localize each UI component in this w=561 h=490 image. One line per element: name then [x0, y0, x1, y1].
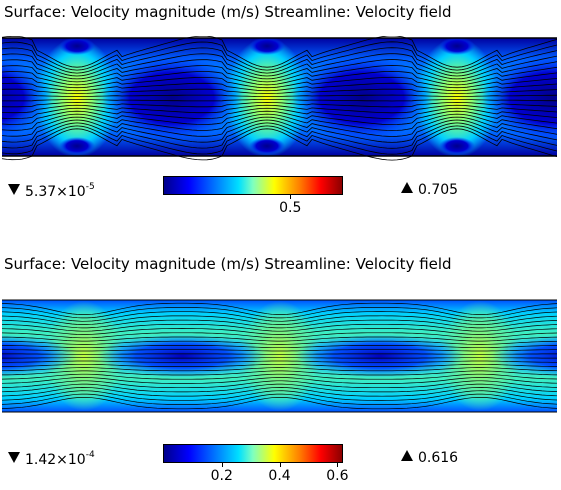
plot-1-min-value: 5.37×10 — [25, 184, 86, 200]
streamline — [2, 387, 557, 397]
streamline — [2, 101, 557, 108]
streamline — [2, 76, 557, 89]
colorbar-tick — [290, 194, 292, 199]
streamline — [2, 82, 557, 92]
streamline — [2, 328, 557, 335]
down-triangle-icon — [8, 184, 20, 195]
streamline — [2, 336, 557, 342]
low-velocity-region — [97, 334, 267, 378]
plot-1-title: Surface: Velocity magnitude (m/s) Stream… — [4, 3, 452, 21]
colorbar-tick — [279, 462, 281, 467]
colorbar-tick — [221, 462, 223, 467]
streamline — [2, 99, 557, 102]
streamline — [2, 65, 557, 83]
streamline — [2, 70, 557, 86]
colorbar-tick-label: 0.5 — [279, 200, 302, 216]
up-triangle-icon — [401, 182, 413, 193]
high-velocity-region — [44, 301, 124, 411]
streamline — [2, 302, 557, 315]
down-triangle-icon — [8, 452, 20, 463]
streamline — [2, 323, 557, 332]
colorbar-tick — [337, 462, 339, 467]
streamline — [2, 363, 557, 367]
plot-2-min-value: 1.42×10 — [25, 452, 86, 468]
streamline — [2, 107, 557, 120]
low-velocity-region — [492, 334, 557, 378]
streamline — [2, 367, 557, 372]
plot-1-max-label: 0.705 — [401, 182, 458, 198]
streamline — [2, 397, 557, 410]
streamline — [2, 390, 557, 401]
streamline — [2, 53, 557, 77]
colorbar-tick-label: 0.2 — [210, 468, 233, 484]
streamline — [2, 47, 557, 74]
streamline — [2, 36, 557, 68]
streamline — [2, 41, 557, 71]
low-velocity-region — [2, 334, 77, 378]
streamline — [2, 119, 557, 143]
recirculation-cell — [439, 137, 475, 155]
streamline — [2, 125, 557, 155]
streamline — [2, 88, 557, 95]
streamline — [2, 315, 557, 325]
streamline — [2, 349, 557, 352]
streamline — [2, 59, 557, 80]
plot-2-min-exponent: -4 — [85, 450, 95, 460]
streamline — [2, 360, 557, 363]
streamline — [2, 383, 557, 393]
plot-2-field-svg — [2, 299, 557, 413]
recirculation-cell — [439, 37, 475, 55]
plot-2-max-value: 0.616 — [418, 450, 459, 466]
streamline — [2, 122, 557, 149]
plot-1-max-value: 0.705 — [418, 182, 459, 198]
high-velocity-region — [440, 301, 520, 411]
streamline — [2, 380, 557, 389]
streamline — [2, 104, 557, 114]
streamline — [2, 377, 557, 384]
streamline — [2, 311, 557, 322]
streamline — [2, 128, 557, 161]
streamline — [2, 94, 557, 97]
recirculation-cell — [249, 37, 285, 55]
up-triangle-icon — [401, 450, 413, 461]
plot-1-legend: 5.37×10-5 0.5 0.705 — [0, 176, 561, 216]
plot-2-colorbar — [163, 444, 343, 463]
colorbar-tick-label: 0.6 — [326, 468, 349, 484]
streamline — [2, 373, 557, 380]
recirculation-cell — [249, 137, 285, 155]
plot-2-min-label: 1.42×10-4 — [8, 450, 95, 468]
recirculation-cell — [59, 137, 95, 155]
streamline — [2, 340, 557, 345]
streamline — [2, 113, 557, 131]
plot-1-velocity-field — [2, 36, 557, 161]
high-velocity-region — [240, 301, 320, 411]
streamline — [2, 370, 557, 376]
plot-1-min-exponent: -5 — [85, 182, 95, 192]
plot-2-legend: 1.42×10-4 0.2 0.4 0.6 0.616 — [0, 444, 561, 484]
plot-1-colorbar — [163, 176, 343, 195]
plot-1-field-svg — [2, 36, 557, 161]
streamline — [2, 116, 557, 137]
low-velocity-region — [102, 56, 242, 140]
streamline — [2, 307, 557, 319]
colorbar-tick-label: 0.4 — [268, 468, 291, 484]
plot-2-title: Surface: Velocity magnitude (m/s) Stream… — [4, 255, 452, 273]
streamline — [2, 319, 557, 329]
plot-2-max-label: 0.616 — [401, 450, 458, 466]
plot-1-min-label: 5.37×10-5 — [8, 182, 95, 200]
recirculation-cell — [59, 37, 95, 55]
plot-2-velocity-field — [2, 296, 557, 416]
streamline — [2, 345, 557, 349]
streamline — [2, 110, 557, 126]
streamline — [2, 332, 557, 339]
low-velocity-region — [482, 56, 557, 140]
streamline — [2, 393, 557, 405]
low-velocity-region — [295, 334, 465, 378]
